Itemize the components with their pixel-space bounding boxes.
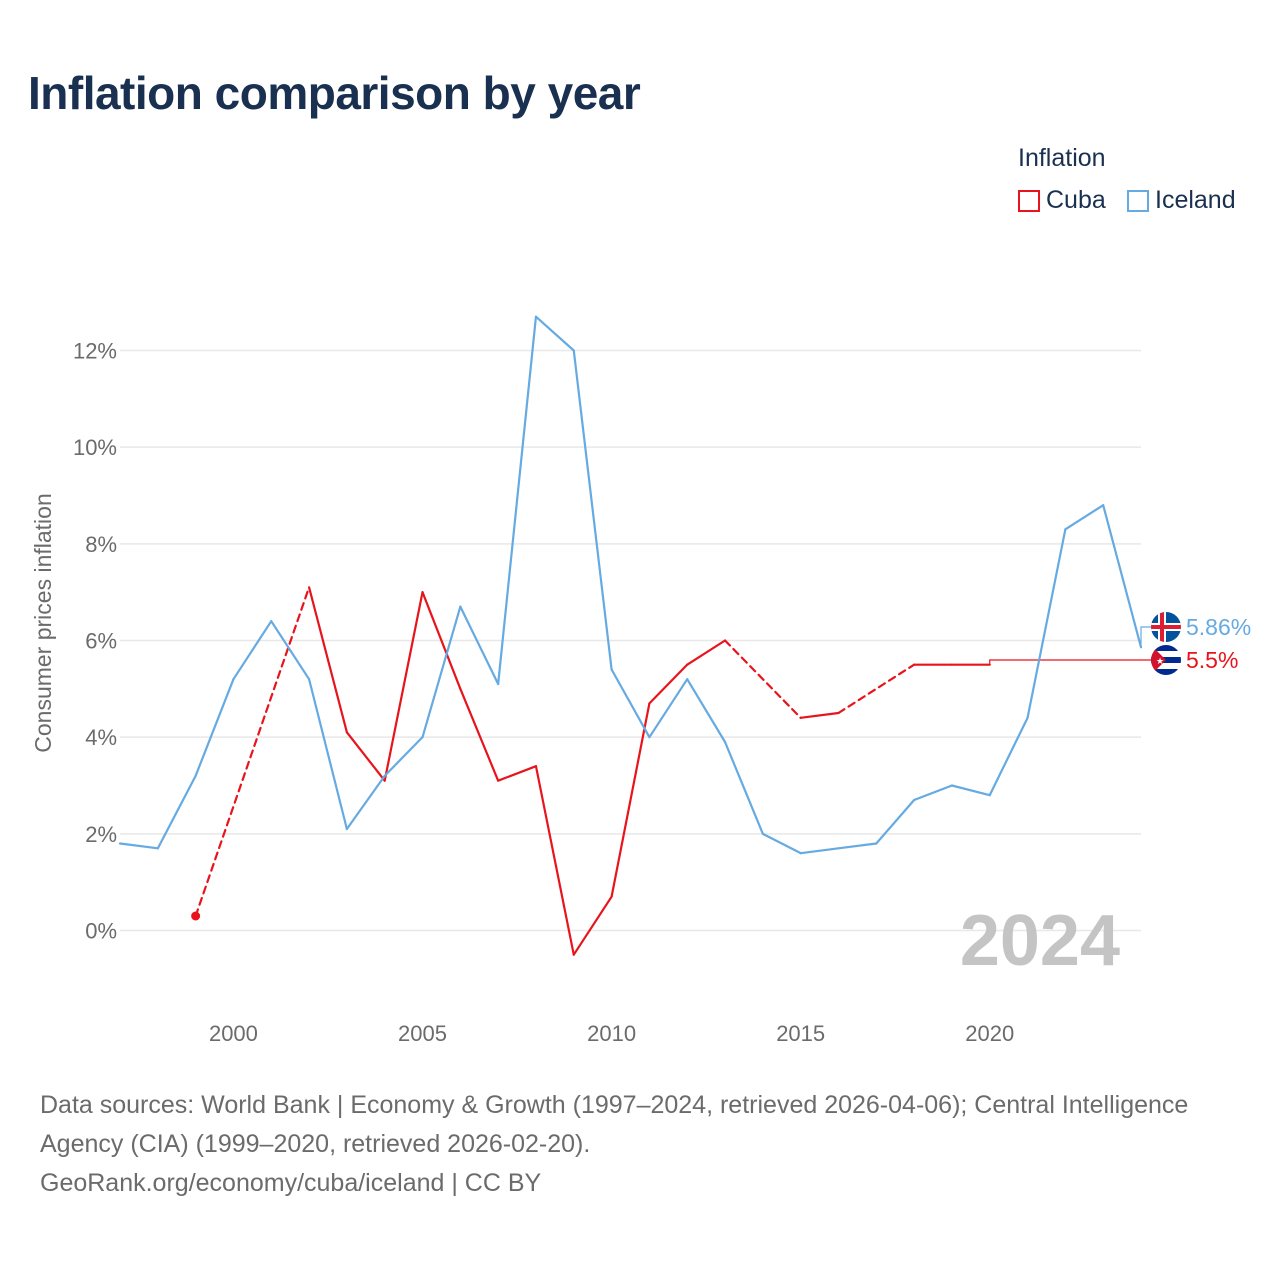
legend-swatch-iceland: [1127, 189, 1149, 212]
legend-label-cuba: Cuba: [1046, 186, 1106, 214]
svg-text:★: ★: [1156, 657, 1164, 667]
series-segment-iceland: [610, 668, 651, 739]
series-segment-iceland: [232, 620, 273, 681]
y-tick-label: 12%: [73, 339, 117, 364]
series-segment-iceland: [534, 315, 575, 352]
series-segment-iceland: [950, 784, 991, 797]
series-segment-iceland: [459, 605, 500, 686]
legend-item-iceland[interactable]: Iceland: [1127, 186, 1236, 215]
series-segment-cuba: [497, 765, 538, 782]
end-label-leader-iceland: [1140, 626, 1151, 648]
series-segment-iceland: [307, 678, 348, 831]
x-tick-label: 2000: [209, 1021, 258, 1046]
year-watermark: 2024: [960, 901, 1120, 981]
chart-title: Inflation comparison by year: [28, 67, 641, 119]
series-segment-iceland: [345, 774, 386, 831]
data-point-cuba[interactable]: [191, 911, 201, 921]
series-segment-iceland: [837, 842, 878, 850]
series-segment-iceland: [1026, 528, 1067, 719]
x-tick-label: 2010: [587, 1021, 636, 1046]
end-label-leader-cuba: [989, 659, 1151, 665]
series-segment-iceland: [118, 842, 159, 850]
series-segment-cuba: [345, 731, 386, 782]
series-segment-iceland: [421, 605, 462, 739]
y-tick-label: 10%: [73, 435, 117, 460]
legend-label-iceland: Iceland: [1155, 186, 1236, 214]
series-segment-iceland: [723, 740, 764, 835]
series-segment-iceland: [988, 716, 1029, 797]
end-label-cuba: 5.5%: [1186, 647, 1238, 673]
series-segment-cuba: [459, 687, 500, 782]
y-tick-label: 8%: [85, 532, 117, 557]
y-tick-label: 4%: [85, 725, 117, 750]
chart-footer: Data sources: World Bank | Economy & Gro…: [40, 1086, 1250, 1203]
data-sources-note: Data sources: World Bank | Economy & Gro…: [40, 1091, 1189, 1158]
series-segment-cuba: [572, 895, 613, 956]
series-segment-iceland: [913, 784, 954, 802]
series-segment-cuba: [610, 702, 651, 898]
series-segment-iceland: [497, 315, 538, 686]
series-segment-cuba: [421, 591, 462, 690]
legend-item-cuba[interactable]: Cuba: [1018, 186, 1106, 215]
series-segment-cuba: [837, 663, 916, 715]
y-axis-label: Consumer prices inflation: [30, 493, 56, 753]
series-segment-iceland: [194, 678, 235, 777]
series-segment-cuba: [534, 765, 575, 956]
legend-title: Inflation: [1018, 144, 1106, 172]
y-tick-label: 2%: [85, 822, 117, 847]
iceland-flag-icon: [1151, 612, 1181, 642]
series-segment-iceland: [761, 832, 802, 855]
series-segment-iceland: [572, 349, 613, 671]
series-segment-cuba: [686, 639, 727, 666]
series-segment-iceland: [156, 774, 197, 850]
series-segment-cuba: [723, 639, 802, 719]
series-segment-cuba: [307, 586, 348, 734]
x-tick-label: 2005: [398, 1021, 447, 1046]
series-segment-iceland: [648, 678, 689, 739]
series-segment-iceland: [270, 620, 311, 681]
series-segment-iceland: [1064, 504, 1105, 531]
series-segment-cuba: [194, 586, 311, 918]
series-segment-iceland: [799, 847, 840, 855]
x-tick-label: 2015: [776, 1021, 825, 1046]
series-segment-iceland: [1102, 504, 1143, 649]
series-segment-cuba: [383, 591, 424, 782]
series-segment-cuba: [799, 711, 840, 719]
x-tick-label: 2020: [965, 1021, 1014, 1046]
end-label-iceland: 5.86%: [1186, 614, 1251, 640]
y-tick-label: 6%: [85, 629, 117, 654]
series-segment-iceland: [875, 798, 916, 845]
credit-link[interactable]: GeoRank.org/economy/cuba/iceland | CC BY: [40, 1169, 542, 1197]
cuba-flag-icon: ★: [1151, 645, 1181, 675]
legend-swatch-cuba: [1018, 189, 1040, 212]
line-chart: 0% 2% 4% 6% 8% 10% 12% 2000 2005 2010 2015 2020 Cons…: [30, 315, 1251, 1046]
series-segment-cuba: [648, 663, 689, 705]
series-segment-iceland: [686, 678, 727, 744]
series-segment-iceland: [383, 736, 424, 777]
y-tick-label: 0%: [85, 919, 117, 944]
